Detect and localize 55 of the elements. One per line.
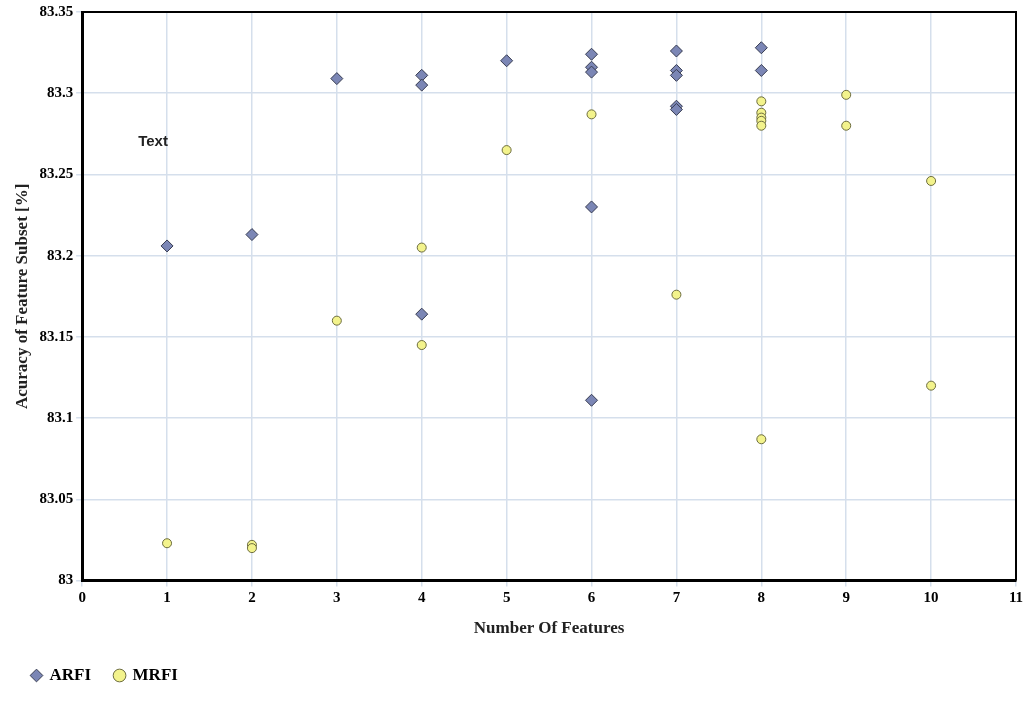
y-tick-label: 83.15 xyxy=(39,327,74,344)
point xyxy=(160,239,174,253)
x-tick-label: 9 xyxy=(842,589,850,606)
point xyxy=(245,228,259,242)
annotation: Text xyxy=(138,132,168,150)
point xyxy=(415,78,429,92)
x-axis-title: Number Of Features xyxy=(473,618,625,638)
point xyxy=(416,242,427,253)
point xyxy=(501,145,512,156)
point xyxy=(926,175,937,186)
point xyxy=(926,380,937,391)
x-tick-label: 6 xyxy=(587,589,596,606)
point xyxy=(415,307,429,321)
point xyxy=(162,538,173,549)
point xyxy=(669,44,683,58)
point xyxy=(330,72,344,86)
y-axis-title: Acuracy of Feature Subset [%] xyxy=(11,183,31,409)
y-tick-label: 83.2 xyxy=(46,246,74,263)
point xyxy=(841,89,852,100)
point xyxy=(585,65,599,79)
x-tick-label: 5 xyxy=(502,589,511,606)
y-tick-label: 83 xyxy=(58,571,74,588)
point xyxy=(416,340,427,351)
legend-label: MRFI xyxy=(132,664,179,684)
x-tick-label: 4 xyxy=(417,589,426,606)
legend-label: ARFI xyxy=(49,664,92,684)
y-tick-label: 83.1 xyxy=(46,409,74,426)
point xyxy=(669,68,683,82)
y-tick-label: 83.3 xyxy=(46,84,74,101)
x-tick-label: 1 xyxy=(163,589,171,606)
point xyxy=(754,41,768,55)
point xyxy=(671,289,682,300)
point xyxy=(841,120,852,131)
point xyxy=(754,63,768,77)
point xyxy=(585,393,599,407)
x-tick-label: 0 xyxy=(78,589,86,606)
point xyxy=(500,54,514,68)
point xyxy=(756,120,767,131)
y-tick-label: 83.25 xyxy=(39,165,74,182)
point xyxy=(415,68,429,82)
x-tick-label: 11 xyxy=(1008,589,1024,606)
x-tick-label: 8 xyxy=(757,589,766,606)
point xyxy=(586,109,597,120)
point xyxy=(585,47,599,61)
y-tick-label: 83.05 xyxy=(39,490,74,507)
point xyxy=(331,315,342,326)
point xyxy=(246,543,257,554)
point xyxy=(756,434,767,445)
x-tick-label: 2 xyxy=(248,589,256,606)
y-tick-label: 83.35 xyxy=(39,2,74,19)
x-tick-label: 3 xyxy=(333,589,341,606)
x-tick-label: 7 xyxy=(672,589,681,606)
x-tick-label: 10 xyxy=(923,589,939,606)
point xyxy=(756,96,767,107)
point xyxy=(585,200,599,214)
